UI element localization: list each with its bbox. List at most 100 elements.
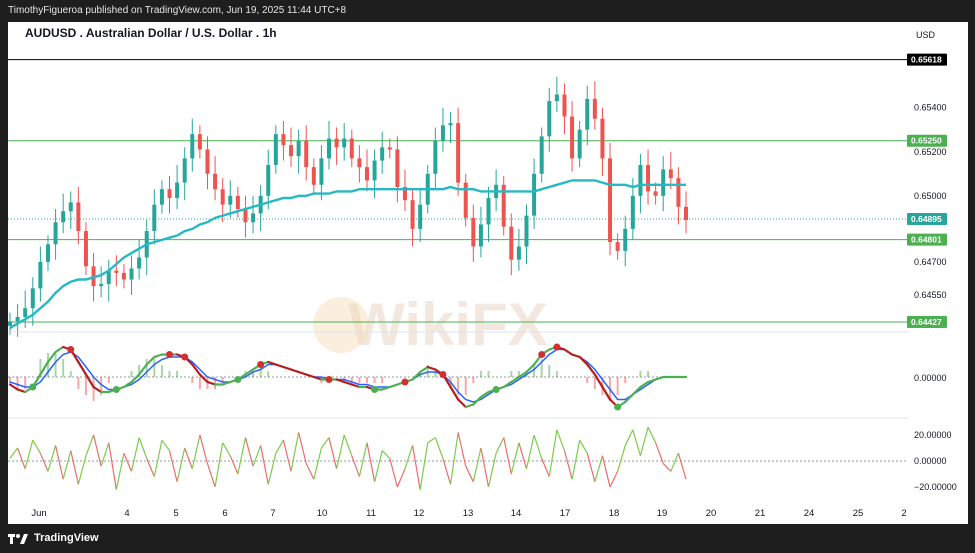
time-axis-label: 13 xyxy=(463,508,474,519)
oscillator-fast-segment xyxy=(646,378,657,384)
candle-body xyxy=(304,140,309,168)
oscillator-pane xyxy=(8,343,688,411)
candle-body xyxy=(152,204,157,232)
oscillator-fast-segment xyxy=(130,373,141,384)
candle-body xyxy=(524,215,529,247)
currency-label: USD xyxy=(916,30,936,40)
cross-down-dot xyxy=(257,361,265,368)
candle-body xyxy=(456,123,461,183)
momentum-tick-label: 0.00000 xyxy=(914,456,947,466)
candle-body xyxy=(562,94,567,117)
time-axis-label: 5 xyxy=(173,508,178,519)
oscillator-fast-segment xyxy=(145,355,156,366)
momentum-segment xyxy=(563,450,573,480)
cross-down-dot xyxy=(181,353,189,361)
momentum-segment xyxy=(244,437,254,467)
momentum-segment xyxy=(389,458,398,488)
candle-body xyxy=(327,138,332,159)
candle-body xyxy=(8,321,12,326)
candle-body xyxy=(653,191,658,196)
candle-body xyxy=(197,134,202,150)
cross-up-dot xyxy=(371,386,379,393)
momentum-segment xyxy=(525,434,535,469)
momentum-segment xyxy=(662,463,672,472)
candle-body xyxy=(30,288,35,309)
momentum-segment xyxy=(541,458,550,477)
momentum-segment xyxy=(670,452,679,472)
oscillator-fast-segment xyxy=(502,380,513,389)
oscillator-fast-segment xyxy=(46,350,57,364)
candle-body xyxy=(486,198,491,225)
candle-body xyxy=(319,158,324,185)
oscillator-fast-segment xyxy=(563,348,574,356)
momentum-segment xyxy=(54,445,64,480)
candle-body xyxy=(387,147,392,150)
candle-body xyxy=(15,316,20,322)
oscillator-fast-segment xyxy=(312,375,323,381)
candle-body xyxy=(684,206,688,221)
momentum-segment xyxy=(381,450,391,459)
momentum-segment xyxy=(229,455,239,475)
oscillator-fast-segment xyxy=(198,373,209,384)
cross-down-dot xyxy=(401,378,409,386)
momentum-segment xyxy=(108,442,117,490)
momentum-segment xyxy=(601,455,611,488)
oscillator-fast-segment xyxy=(426,365,437,371)
oscillator-fast-segment xyxy=(631,385,642,396)
candle-body xyxy=(585,98,590,130)
price-tick-label: 0.64550 xyxy=(914,290,947,300)
momentum-segment xyxy=(465,465,474,483)
momentum-segment xyxy=(115,453,125,490)
momentum-segment xyxy=(374,450,383,482)
price-candles xyxy=(8,76,688,337)
price-tag-label: 0.64895 xyxy=(911,214,942,224)
candle-body xyxy=(167,189,172,199)
oscillator-fast-segment xyxy=(624,393,634,404)
momentum-segment xyxy=(282,440,292,472)
oscillator-fast-segment xyxy=(350,383,361,389)
chart-canvas[interactable]: WikiFX AUDUSD . Australian Dollar / U.S.… xyxy=(8,22,968,524)
momentum-segment xyxy=(62,450,72,480)
momentum-segment xyxy=(100,442,110,467)
momentum-segment xyxy=(275,439,284,454)
momentum-tick-label: −20.00000 xyxy=(914,482,957,492)
momentum-segment xyxy=(434,437,444,459)
candle-body xyxy=(182,158,187,183)
candle-body xyxy=(281,134,286,146)
candle-body xyxy=(342,138,347,148)
publisher-text: TimothyFigueroa published on TradingView… xyxy=(8,5,347,16)
cross-up-dot xyxy=(112,386,120,393)
momentum-segment xyxy=(336,434,345,469)
momentum-segment xyxy=(510,442,520,475)
cross-down-dot xyxy=(538,351,546,358)
oscillator-fast-segment xyxy=(525,363,536,374)
momentum-segment xyxy=(206,463,216,488)
candle-body xyxy=(570,116,575,159)
momentum-segment xyxy=(404,445,414,469)
candle-body xyxy=(532,173,537,216)
candle-body xyxy=(380,147,385,161)
candle-body xyxy=(121,272,126,280)
oscillator-fast-segment xyxy=(289,368,300,374)
candle-body xyxy=(205,149,210,174)
cross-up-dot xyxy=(614,403,622,411)
candle-body xyxy=(509,226,514,260)
momentum-segment xyxy=(556,429,566,451)
candle-body xyxy=(638,164,643,196)
time-axis-label: 21 xyxy=(755,508,766,519)
oscillator-fast-segment xyxy=(639,380,650,389)
oscillator-fast-segment xyxy=(191,363,201,376)
oscillator-zero-label: 0.00000 xyxy=(914,373,947,383)
momentum-segment xyxy=(222,442,231,457)
tradingview-logo-icon xyxy=(8,534,28,544)
candle-body xyxy=(410,200,415,229)
candle-body xyxy=(463,182,468,218)
candle-body xyxy=(554,94,559,102)
candle-body xyxy=(243,209,248,223)
oscillator-fast-segment xyxy=(472,395,483,406)
oscillator-fast-segment xyxy=(122,380,133,389)
time-axis-label: 17 xyxy=(560,508,571,519)
chart-area[interactable]: WikiFX AUDUSD . Australian Dollar / U.S.… xyxy=(8,22,968,524)
candle-body xyxy=(106,270,111,284)
momentum-segment xyxy=(39,452,49,472)
